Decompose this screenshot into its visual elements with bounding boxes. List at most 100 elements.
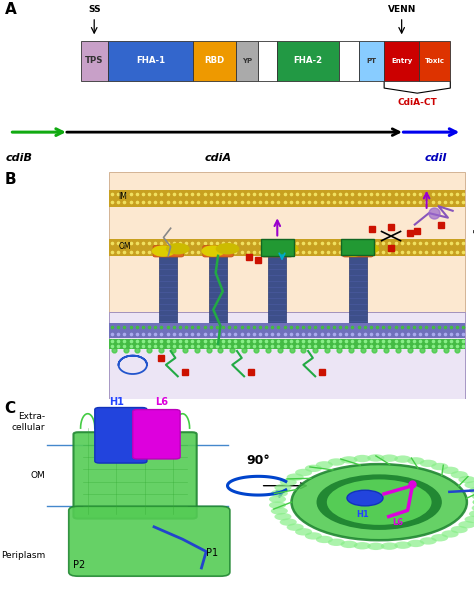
FancyBboxPatch shape [109,339,465,344]
FancyBboxPatch shape [109,330,465,338]
Circle shape [458,476,474,483]
Text: Target-cell: Target-cell [472,215,474,262]
Circle shape [295,469,312,476]
Circle shape [328,538,345,546]
Text: L6: L6 [392,518,404,527]
Circle shape [274,513,292,520]
Text: P2: P2 [73,560,86,570]
FancyBboxPatch shape [109,172,465,312]
Circle shape [451,471,468,479]
Text: H1: H1 [356,509,369,518]
Text: cdiI: cdiI [425,152,447,163]
Circle shape [431,463,448,470]
Text: FHA-2: FHA-2 [294,56,323,65]
Circle shape [441,530,458,538]
FancyBboxPatch shape [268,256,286,330]
FancyBboxPatch shape [349,256,367,330]
FancyBboxPatch shape [261,239,294,257]
Circle shape [347,490,383,506]
Circle shape [275,243,299,255]
Text: C: C [5,401,16,416]
FancyBboxPatch shape [108,41,193,81]
Text: H1: H1 [109,397,124,408]
Circle shape [287,474,304,481]
Circle shape [316,535,333,543]
FancyBboxPatch shape [193,41,236,81]
FancyBboxPatch shape [343,246,373,257]
Circle shape [271,507,288,515]
Circle shape [419,460,437,467]
Circle shape [292,464,467,540]
Circle shape [441,466,458,474]
Circle shape [356,243,379,255]
Circle shape [465,515,474,523]
Text: YP: YP [242,58,252,64]
Circle shape [201,245,225,257]
FancyBboxPatch shape [95,408,147,463]
Text: IM: IM [118,192,128,201]
Circle shape [465,481,474,489]
FancyBboxPatch shape [153,246,183,257]
Circle shape [216,243,239,255]
Circle shape [271,489,288,497]
Circle shape [451,526,468,533]
Circle shape [328,459,345,466]
Circle shape [327,479,432,525]
Text: cdiA: cdiA [204,152,232,163]
FancyBboxPatch shape [109,323,465,330]
FancyBboxPatch shape [109,312,465,399]
Circle shape [473,499,474,506]
Circle shape [340,456,357,463]
FancyBboxPatch shape [159,256,177,330]
Circle shape [367,454,384,462]
FancyBboxPatch shape [262,246,292,257]
Text: A: A [5,2,17,17]
Text: Periplasm: Periplasm [1,551,45,560]
FancyBboxPatch shape [109,240,465,247]
Circle shape [367,543,384,550]
FancyBboxPatch shape [419,41,450,81]
Circle shape [305,465,322,472]
Circle shape [269,495,286,503]
FancyBboxPatch shape [81,41,108,81]
FancyBboxPatch shape [133,410,180,459]
Text: Entry: Entry [391,58,412,64]
FancyBboxPatch shape [209,256,227,330]
Circle shape [354,455,371,462]
Circle shape [473,499,474,506]
Circle shape [287,523,304,531]
Text: Toxic: Toxic [425,58,445,64]
Circle shape [381,543,398,550]
Circle shape [472,492,474,500]
Text: 90°: 90° [246,454,270,467]
FancyBboxPatch shape [277,41,339,81]
Circle shape [394,456,411,463]
Circle shape [166,243,190,255]
Text: Extra-
cellular: Extra- cellular [11,412,45,431]
Text: PT: PT [366,58,376,64]
Text: SS: SS [88,5,100,13]
Circle shape [316,461,333,469]
Text: P1: P1 [206,548,219,558]
Circle shape [354,542,371,549]
Text: TPS: TPS [85,56,103,65]
Circle shape [269,502,286,509]
Circle shape [340,541,357,548]
Text: OM: OM [30,471,45,480]
FancyBboxPatch shape [109,344,465,349]
FancyBboxPatch shape [203,246,233,257]
Text: VENN: VENN [387,5,416,13]
Circle shape [341,245,365,257]
FancyBboxPatch shape [236,41,258,81]
Text: cdiB: cdiB [6,152,32,163]
Circle shape [261,245,284,257]
Text: L6: L6 [155,397,168,408]
Circle shape [295,528,312,535]
Text: B: B [5,172,17,187]
Circle shape [274,484,292,491]
Text: CdiA-CT: CdiA-CT [397,98,437,107]
Circle shape [381,454,398,462]
Circle shape [407,457,424,465]
Text: FHA-1: FHA-1 [136,56,165,65]
Circle shape [419,537,437,544]
